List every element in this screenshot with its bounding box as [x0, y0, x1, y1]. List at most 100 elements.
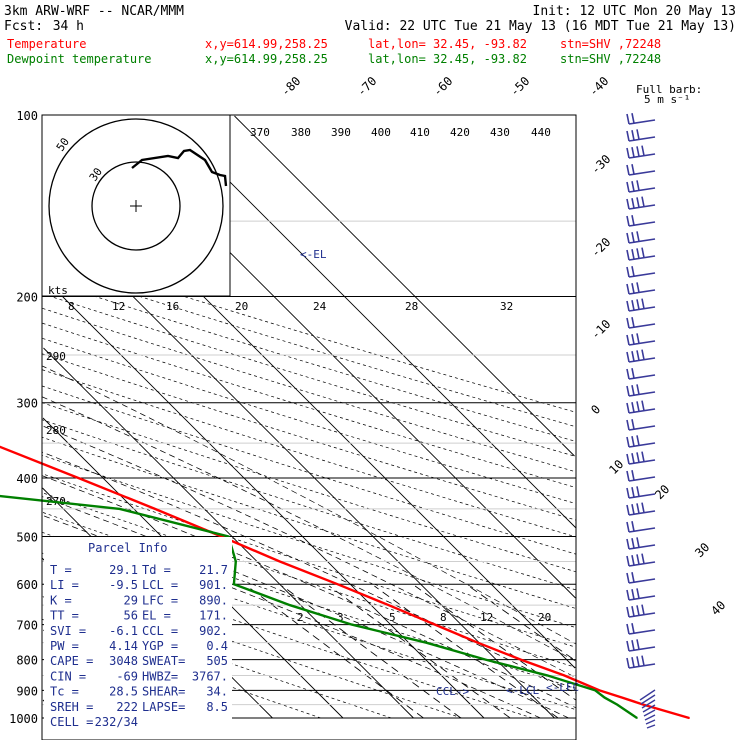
wind-barb-staff	[628, 119, 656, 125]
wind-barb-flag	[626, 436, 630, 448]
wind-barb-flag	[626, 606, 630, 618]
hodograph-ring-label-inner: 30	[87, 165, 105, 183]
wind-barb-flag	[631, 147, 635, 158]
wind-barb-flag	[636, 588, 640, 599]
pressure-tick-label: 300	[16, 397, 38, 411]
wind-barb-flag	[626, 572, 630, 584]
dewpoint-point	[235, 560, 237, 563]
wind-barb-flag	[631, 232, 635, 243]
wind-barb-flag	[626, 317, 630, 329]
temp-legend-station: stn=SHV ,72248	[560, 37, 661, 51]
wind-barb-flag	[631, 504, 635, 515]
wind-barb-flag	[626, 351, 630, 363]
wind-barb-flag	[626, 657, 630, 669]
parcel-info-cell: 28.5	[109, 685, 138, 699]
parcel-info-cell: T =	[50, 563, 72, 577]
temp-legend-name: Temperature	[7, 37, 86, 51]
forecast-label: Fcst:	[4, 19, 43, 34]
wind-barb-flag	[636, 282, 640, 293]
parcel-info-cell: 3048	[109, 654, 138, 668]
wind-barb-flag	[626, 555, 630, 567]
mixing-ratio-label: 12	[480, 611, 493, 624]
dewpoint-point	[425, 641, 428, 644]
wind-barb-flag	[626, 249, 630, 261]
barb-legend-title: Full barb:	[636, 83, 702, 96]
parcel-info-cell: 29.1	[109, 563, 138, 577]
parcel-info-cell: HWBZ=	[142, 669, 178, 683]
wind-barb-flag	[641, 655, 645, 666]
isotherm	[41, 275, 485, 719]
dry-adiabat	[42, 307, 576, 473]
wind-barb-flag	[631, 317, 635, 328]
wind-barb-flag	[626, 300, 630, 312]
wind-barb-flag	[631, 249, 635, 260]
hodograph-trace	[131, 148, 228, 187]
pressure-tick-label: 500	[16, 530, 38, 544]
wind-barb-flag	[631, 402, 635, 413]
theta-label: 370	[250, 126, 270, 139]
wind-barb-flag	[626, 589, 630, 601]
pressure-axis: 100 200 300 400 500 600 700 800 900 1000	[9, 109, 38, 726]
mixing-ratio-line	[246, 585, 424, 719]
temp-legend-xy: x,y=614.99,258.25	[205, 37, 328, 51]
dewpoint-point	[546, 674, 548, 677]
wind-barb-flag	[626, 130, 630, 142]
dewpoint-point	[484, 658, 487, 661]
hodograph-units: kts	[48, 284, 68, 297]
wind-barb-flag	[636, 605, 640, 616]
ccl-marker: CCL->	[436, 685, 469, 698]
pressure-tick-label: 1000	[9, 712, 38, 726]
wind-barb-flag	[631, 181, 635, 192]
mixing-ratio-label: 5	[389, 611, 396, 624]
moist-adiabat	[42, 514, 541, 719]
wind-barb-flag	[631, 351, 635, 362]
wind-barb-flag	[636, 180, 640, 191]
parcel-info-cell: CELL =	[50, 715, 93, 729]
wind-barb-flag	[626, 232, 630, 244]
wind-barb-staff	[639, 689, 656, 701]
wind-barb-flag	[636, 197, 640, 208]
wind-barb-flag	[631, 215, 635, 226]
isotherm-label: 10	[606, 457, 626, 477]
wind-barb-flag	[641, 400, 645, 411]
wind-barb-flag	[631, 623, 635, 634]
wind-barb-flag	[636, 656, 640, 667]
parcel-info-cell: 901.	[199, 578, 228, 592]
wind-barb-flag	[636, 248, 640, 259]
wind-barb-flag	[626, 283, 630, 295]
hodograph-speed-tick: 24	[313, 300, 327, 313]
parcel-info-cell: -6.1	[109, 624, 138, 638]
mixing-ratio-label: 3	[337, 611, 344, 624]
wind-barb-flag	[626, 538, 630, 550]
wind-barb-flag	[626, 181, 630, 193]
parcel-info-cell: 890.	[199, 593, 228, 607]
el-marker: <-EL	[300, 248, 327, 261]
parcel-info-title: Parcel Info	[88, 541, 167, 555]
sounding-points	[77, 477, 690, 719]
wind-barb-flag	[636, 435, 640, 446]
wind-barb-flag	[626, 113, 630, 125]
wind-barb-flag	[631, 521, 635, 532]
mixing-ratio-lines	[246, 585, 576, 719]
wind-barb-flag	[636, 503, 640, 514]
pressure-tick-label: 100	[16, 109, 38, 123]
wind-barb-staff	[643, 709, 656, 717]
parcel-info-cell: 0.4	[206, 639, 228, 653]
dewpoint-point	[636, 717, 638, 719]
parcel-info-panel: Parcel Info T = 29.1 Td = 21.7 LI = -9.5 LCL =…	[44, 537, 232, 737]
parcel-info-cell: TT =	[50, 609, 79, 623]
theta-label: 280	[46, 424, 66, 437]
dewpoint-point	[227, 535, 230, 538]
isotherm-label: -70	[354, 74, 379, 99]
wind-barbs	[626, 113, 656, 729]
wind-barb-flag	[641, 247, 645, 258]
wind-barb-flag	[626, 453, 630, 465]
moist-adiabat	[42, 496, 569, 719]
hodograph-speed-tick: 12	[112, 300, 125, 313]
wind-barb-flag	[641, 604, 645, 615]
wind-barb-flag	[631, 334, 635, 345]
wind-barb-flag	[626, 470, 630, 482]
isotherm-label: -80	[278, 74, 303, 99]
dry-adiabat	[42, 454, 576, 629]
mixing-ratio-labels: 2 3 5 8 12 20	[297, 611, 551, 624]
